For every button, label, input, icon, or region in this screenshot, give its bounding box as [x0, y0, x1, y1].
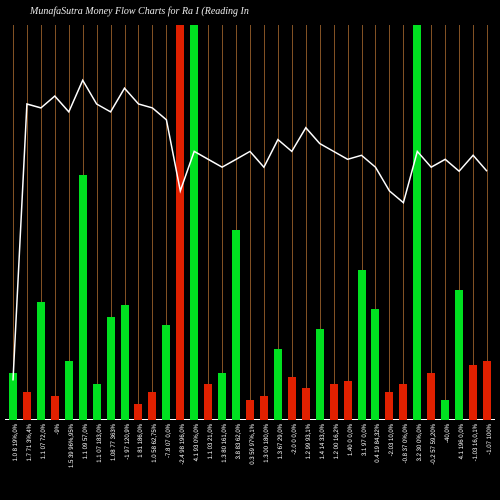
- x-tick-label: 4.1 93 0%,0%: [194, 424, 200, 461]
- x-tick-label: -9%: [55, 424, 61, 435]
- x-tick-label: 0.4 19 84,32%: [375, 424, 381, 463]
- x-tick-label: -1.07 100%: [487, 424, 493, 455]
- x-tick-label: 1.4 14 33,0%: [320, 424, 326, 459]
- x-tick-label: -2.0 0 0,0%: [292, 424, 298, 455]
- x-tick-label: 1.3 67 29,0%: [278, 424, 284, 459]
- price-line: [13, 80, 487, 380]
- chart-title: MunafaSutra Money Flow Charts for Ra I (…: [30, 6, 249, 17]
- x-tick-label: -0.2 57 59,20%: [431, 424, 437, 465]
- x-tick-label: 1.1 03 21,0%: [208, 424, 214, 459]
- x-tick-label: -0.8 37 0%,0%: [403, 424, 409, 463]
- x-tick-label: 1.1 07 183,0%: [97, 424, 103, 463]
- x-tick-label: 1.40 0 0,0%: [348, 424, 354, 456]
- x-tick-label: 3.1 97 0,0%: [362, 424, 368, 456]
- x-axis-labels: 1.0 8 19%,0% 1.7 71 3%,4% 1.1 07 72,0% -9% 1…: [5, 422, 495, 500]
- x-tick-label: 1.2 99 93,1%: [306, 424, 312, 459]
- x-tick-label: -2.03 10,0%: [389, 424, 395, 456]
- x-tick-label: 3.2 30 0%,0%: [417, 424, 423, 461]
- x-tick-label: 1.1 09 57,0%: [83, 424, 89, 459]
- x-tick-label: -7.8 07 0,0%: [166, 424, 172, 458]
- line-overlay: [5, 25, 495, 420]
- x-tick-label: 1 81 186,0%: [138, 424, 144, 458]
- x-tick-label: 0.3 59 97%,1%: [250, 424, 256, 465]
- x-tick-label: -2.4 98 196,0%: [180, 424, 186, 465]
- x-tick-label: 1.0 58 62,75%: [152, 424, 158, 463]
- x-tick-label: 1.08 77 363%: [111, 424, 117, 461]
- x-tick-label: 1.2 00 16,2%: [334, 424, 340, 459]
- x-tick-label: 1.7 71 3%,4%: [27, 424, 33, 461]
- x-tick-label: -1.03 16,0,1%: [473, 424, 479, 461]
- x-tick-label: 4.1 196 0,0%: [459, 424, 465, 459]
- x-tick-label: 3.8 83 62,0%: [236, 424, 242, 459]
- chart-area: [5, 25, 495, 420]
- x-tick-label: 1.0 8 19%,0%: [13, 424, 19, 461]
- x-tick-label: 1.3 00 180,0%: [264, 424, 270, 463]
- x-tick-label: -1 97 120,9%: [125, 424, 131, 460]
- x-tick-label: 1.1 07 72,0%: [41, 424, 47, 459]
- x-tick-label: 1.5 39 96%,95%: [69, 424, 75, 468]
- x-tick-label: 1.3 80 161,0%: [222, 424, 228, 463]
- x-tick-label: -40,0%: [445, 424, 451, 443]
